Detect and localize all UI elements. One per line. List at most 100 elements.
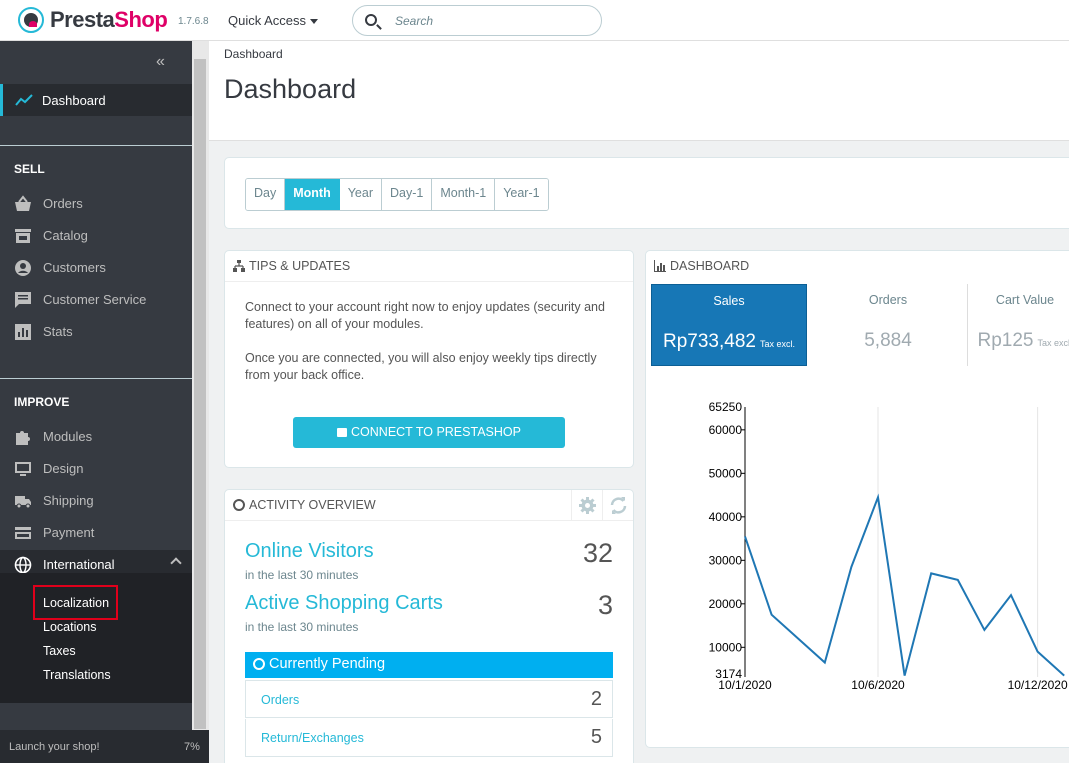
sidebar-subitem-localization[interactable]: Localization [43, 596, 110, 610]
panel-header: DASHBOARD [646, 251, 1069, 282]
sidebar-item-stats[interactable]: Stats [0, 317, 192, 347]
sidebar-item-label: Dashboard [42, 93, 106, 108]
sidebar-item-label: Payment [43, 525, 95, 540]
tips-updates-panel: TIPS & UPDATES Connect to your account r… [224, 250, 634, 470]
sidebar-item-label: Stats [43, 324, 73, 339]
international-subnav: Localization Locations Taxes Translation… [0, 573, 192, 703]
scrollbar-thumb[interactable] [194, 59, 206, 729]
sidebar-item-design[interactable]: Design [0, 454, 192, 484]
period-selector-card: Day Month Year Day-1 Month-1 Year-1 [224, 157, 1069, 229]
quick-access-label: Quick Access [228, 13, 307, 28]
search-input[interactable] [395, 12, 585, 30]
active-carts-link[interactable]: Active Shopping Carts [245, 592, 443, 614]
period-button-year-1[interactable]: Year-1 [495, 179, 548, 210]
kpi-orders[interactable]: Orders 5,884 [809, 284, 968, 366]
launch-shop-label: Launch your shop! [9, 741, 100, 753]
sidebar-subitem-taxes[interactable]: Taxes [43, 644, 76, 658]
sidebar-item-customer-service[interactable]: Customer Service [0, 285, 192, 315]
period-button-month-1[interactable]: Month-1 [432, 179, 496, 210]
period-button-day-1[interactable]: Day-1 [381, 179, 433, 210]
chart-line-icon [15, 94, 33, 106]
online-visitors-sub: in the last 30 minutes [245, 568, 359, 582]
sidebar-item-customers[interactable]: Customers [0, 253, 192, 283]
pending-row-orders[interactable]: Orders 2 [245, 680, 613, 718]
kpi-label: Sales [713, 294, 745, 308]
sidebar: « Dashboard SELL Orders Catalog Customer… [0, 41, 192, 763]
panel-tools [571, 490, 633, 521]
section-title: Currently Pending [269, 656, 386, 672]
period-button-month[interactable]: Month [285, 179, 340, 210]
kpi-label: Cart Value [995, 293, 1055, 307]
globe-icon [14, 556, 32, 574]
button-label: CONNECT TO PRESTASHOP MARKETPLACE [351, 425, 521, 470]
x-tick-label: 10/12/2020 [1008, 678, 1068, 692]
tips-text-2: Once you are connected, you will also en… [245, 351, 597, 382]
chevron-up-icon[interactable] [170, 557, 182, 569]
sidebar-item-catalog[interactable]: Catalog [0, 221, 192, 251]
sidebar-item-label: Customers [43, 260, 106, 275]
pending-row-returns[interactable]: Return/Exchanges 5 [245, 719, 613, 757]
kpi-cart-value[interactable]: Cart Value Rp125 Tax excl. [970, 284, 1069, 366]
highlight-box [33, 585, 118, 620]
y-tick-label: 20000 [709, 597, 743, 611]
version-label: 1.7.6.8 [178, 16, 209, 27]
page-header: Dashboard Dashboard [209, 41, 1069, 141]
active-carts-sub: in the last 30 minutes [245, 620, 359, 634]
y-tick-label: 60000 [709, 423, 743, 437]
connect-marketplace-button[interactable]: CONNECT TO PRESTASHOP MARKETPLACE [293, 417, 565, 470]
search-icon[interactable] [365, 14, 377, 26]
sidebar-item-label: Design [43, 461, 84, 476]
sidebar-subitem-translations[interactable]: Translations [43, 668, 111, 682]
series-line-sales [744, 493, 1065, 677]
period-button-year[interactable]: Year [339, 179, 382, 210]
y-tick-label: 30000 [709, 553, 743, 567]
sidebar-item-label: Shipping [43, 493, 94, 508]
sidebar-item-shipping[interactable]: Shipping [0, 486, 192, 516]
kpi-value: Rp125 Tax excl. [977, 330, 1069, 351]
search-box[interactable] [352, 5, 602, 36]
sidebar-item-label: Catalog [43, 228, 88, 243]
sidebar-item-payment[interactable]: Payment [0, 518, 192, 548]
sidebar-subitem-locations[interactable]: Locations [43, 620, 97, 634]
launch-shop-percent: 7% [184, 741, 200, 753]
clock-icon [233, 499, 245, 511]
kpi-value: Rp733,482 Tax excl. [663, 331, 795, 352]
kpi-label: Orders [868, 293, 908, 307]
refresh-icon [610, 497, 627, 514]
sidebar-scrollbar[interactable] [192, 41, 209, 763]
sidebar-item-dashboard[interactable]: Dashboard [0, 84, 192, 116]
pending-row-label[interactable]: Return/Exchanges [261, 731, 364, 745]
bar-chart-icon [15, 324, 31, 340]
prestashop-bird-icon [18, 7, 44, 33]
refresh-button[interactable] [603, 490, 634, 521]
divider [0, 378, 192, 379]
launch-shop-bar[interactable]: Launch your shop! 7% [0, 730, 209, 763]
clock-icon [253, 658, 265, 670]
online-visitors-value: 32 [582, 538, 613, 568]
sidebar-item-label: Orders [43, 196, 83, 211]
sidebar-item-modules[interactable]: Modules [0, 422, 192, 452]
activity-overview-panel: ACTIVITY OVERVIEW Online Visitors in the… [224, 489, 634, 763]
prestashop-logo[interactable]: PrestaShop [18, 7, 168, 33]
configure-button[interactable] [572, 490, 603, 521]
period-button-group: Day Month Year Day-1 Month-1 Year-1 [245, 178, 549, 211]
puzzle-icon [16, 431, 30, 445]
online-visitors-link[interactable]: Online Visitors [245, 540, 374, 562]
pending-row-label[interactable]: Orders [261, 693, 300, 707]
y-max-label: 65250 [709, 400, 743, 414]
panel-title: ACTIVITY OVERVIEW [249, 498, 376, 512]
quick-access-dropdown[interactable]: Quick Access [228, 13, 319, 28]
caret-down-icon [310, 19, 319, 25]
sales-line-chart: 1000020000300004000050000600006525031741… [709, 400, 1068, 692]
kpi-sales[interactable]: Sales Rp733,482 Tax excl. [651, 284, 807, 366]
panel-header: TIPS & UPDATES [225, 251, 633, 282]
breadcrumb[interactable]: Dashboard [224, 47, 283, 61]
credit-card-icon [15, 527, 31, 539]
period-button-day[interactable]: Day [246, 179, 286, 210]
section-title-sell: SELL [14, 162, 45, 176]
x-tick-label: 10/1/2020 [718, 678, 772, 692]
sidebar-item-orders[interactable]: Orders [0, 189, 192, 219]
desktop-icon [15, 462, 31, 476]
section-title-improve: IMPROVE [14, 395, 70, 409]
collapse-sidebar-icon[interactable]: « [156, 53, 165, 70]
